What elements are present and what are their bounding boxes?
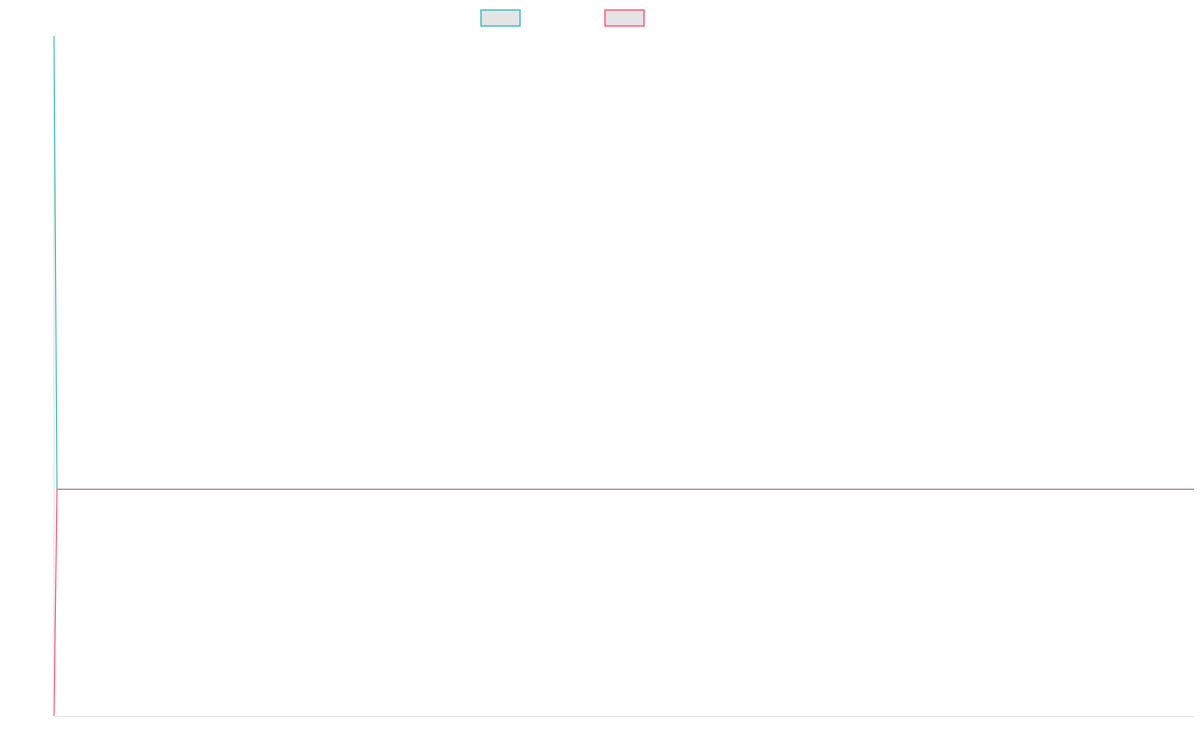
legend-box-series-1[interactable] <box>480 9 521 27</box>
series-line-2 <box>53 488 1194 717</box>
legend-box-series-2[interactable] <box>604 9 645 27</box>
series-line-1 <box>53 35 1194 490</box>
